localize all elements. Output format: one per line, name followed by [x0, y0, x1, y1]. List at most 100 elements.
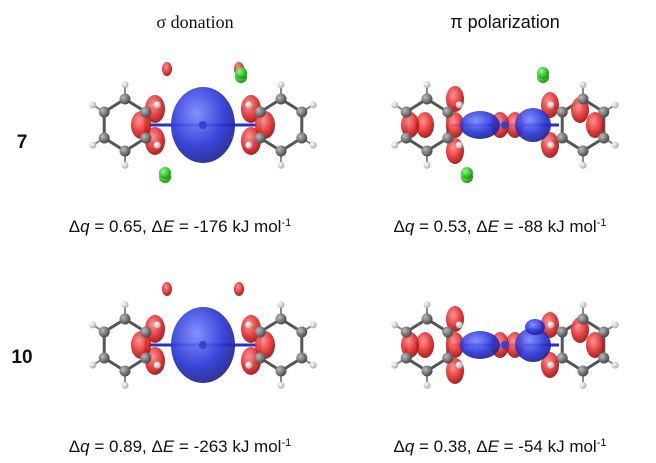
carbon-atom [255, 353, 266, 364]
hydrogen-atom [278, 162, 285, 169]
caption-part: E [488, 217, 500, 236]
carbon-atom [557, 107, 568, 118]
carbon-atom [598, 353, 609, 364]
caption-part: = -54 kJ mol [499, 437, 597, 456]
caption-part: = -88 kJ mol [499, 217, 597, 236]
hydrogen-atom [424, 382, 431, 389]
hydrogen-atom [391, 321, 398, 328]
carbon-atom [296, 133, 307, 144]
carbon-atom [296, 353, 307, 364]
hydrogen-atom [612, 362, 619, 369]
column-header: σ donation [156, 12, 233, 32]
carbon-atom [557, 327, 568, 338]
hydrogen-atom [424, 81, 431, 88]
hydrogen-atom [245, 101, 252, 108]
caption-part: E [488, 437, 500, 456]
metal-atom [501, 121, 509, 129]
red-lobe [234, 282, 244, 296]
caption-part: = -263 kJ mol [174, 437, 281, 456]
energy-caption: Δq = 0.53, ΔE = -88 kJ mol-1 [393, 217, 606, 236]
hydrogen-atom [547, 142, 554, 149]
molecule-render [391, 67, 618, 183]
caption-part: E [163, 217, 175, 236]
caption-part: = 0.65, Δ [90, 217, 163, 236]
caption-part: = 0.89, Δ [90, 437, 163, 456]
carbon-atom [120, 366, 131, 377]
blue-lobe [460, 331, 500, 359]
blue-lobe [525, 319, 545, 335]
hydrogen-atom [89, 142, 96, 149]
carbon-atom [276, 146, 287, 157]
hydrogen-atom [391, 101, 398, 108]
carbon-atom [578, 94, 589, 105]
carbon-atom [442, 133, 453, 144]
carbon-atom [99, 133, 110, 144]
hydrogen-atom [547, 101, 554, 108]
carbon-atom [442, 353, 453, 364]
energy-caption: Δq = 0.89, ΔE = -263 kJ mol-1 [69, 437, 291, 456]
carbon-atom [255, 133, 266, 144]
chlorine-atom [159, 167, 171, 179]
red-lobe [162, 282, 172, 296]
hydrogen-atom [612, 101, 619, 108]
hydrogen-atom [122, 301, 129, 308]
caption-part: = 0.38, Δ [414, 437, 487, 456]
metal-atom [501, 341, 509, 349]
hydrogen-atom [424, 301, 431, 308]
carbon-atom [598, 107, 609, 118]
carbon-atom [140, 353, 151, 364]
caption-part: Δ [393, 437, 404, 456]
hydrogen-atom [612, 142, 619, 149]
carbon-atom [276, 366, 287, 377]
molecule-render [391, 301, 618, 389]
hydrogen-atom [154, 321, 161, 328]
chlorine-atom [235, 67, 247, 79]
caption-part: -1 [597, 437, 607, 449]
hydrogen-atom [310, 362, 317, 369]
carbon-atom [296, 327, 307, 338]
carbon-atom [422, 314, 433, 325]
carbon-atom [140, 107, 151, 118]
hydrogen-atom [580, 162, 587, 169]
carbon-atom [401, 327, 412, 338]
hydrogen-atom [245, 321, 252, 328]
hydrogen-atom [89, 321, 96, 328]
caption-part: = 0.53, Δ [414, 217, 487, 236]
carbon-atom [401, 133, 412, 144]
caption-part: Δ [69, 437, 80, 456]
hydrogen-atom [154, 142, 161, 149]
hydrogen-atom [278, 382, 285, 389]
carbon-atom [422, 146, 433, 157]
metal-atom [199, 341, 207, 349]
hydrogen-atom [547, 362, 554, 369]
carbon-atom [442, 327, 453, 338]
blue-lobe [515, 108, 551, 142]
hydrogen-atom [310, 101, 317, 108]
figure: σ donationπ polarization7Δq = 0.65, ΔE =… [0, 0, 656, 463]
hydrogen-atom [245, 142, 252, 149]
carbon-atom [99, 107, 110, 118]
hydrogen-atom [154, 362, 161, 369]
hydrogen-atom [580, 301, 587, 308]
carbon-atom [578, 314, 589, 325]
carbon-atom [99, 353, 110, 364]
hydrogen-atom [122, 81, 129, 88]
carbon-atom [578, 366, 589, 377]
carbon-atom [255, 107, 266, 118]
blue-lobe [460, 111, 500, 139]
caption-part: Δ [69, 217, 80, 236]
carbon-atom [120, 146, 131, 157]
energy-caption: Δq = 0.65, ΔE = -176 kJ mol-1 [69, 217, 291, 236]
caption-part: E [163, 437, 175, 456]
hydrogen-atom [456, 142, 463, 149]
carbon-atom [99, 327, 110, 338]
hydrogen-atom [278, 301, 285, 308]
hydrogen-atom [580, 81, 587, 88]
hydrogen-atom [456, 321, 463, 328]
carbon-atom [296, 107, 307, 118]
hydrogen-atom [89, 101, 96, 108]
metal-atom [199, 121, 207, 129]
hydrogen-atom [456, 362, 463, 369]
hydrogen-atom [547, 321, 554, 328]
hydrogen-atom [89, 362, 96, 369]
